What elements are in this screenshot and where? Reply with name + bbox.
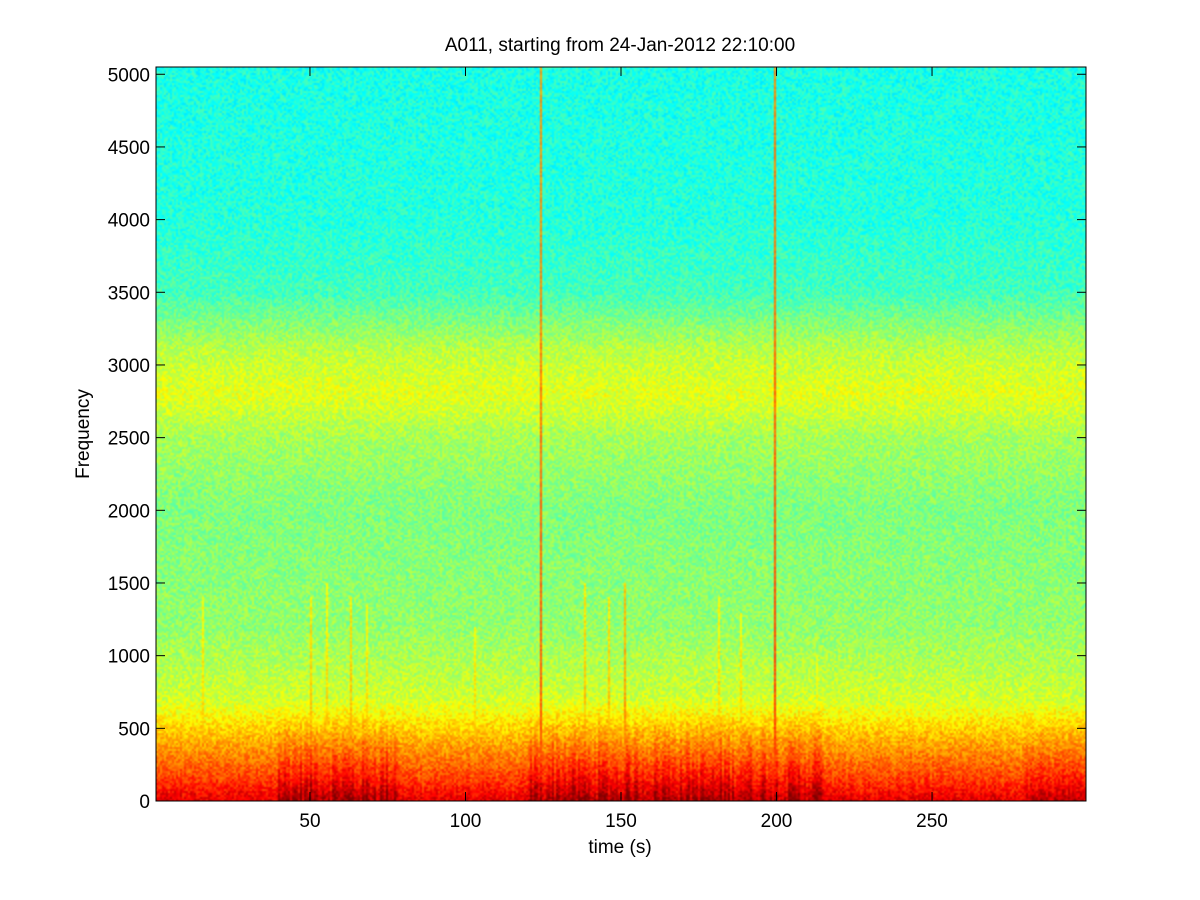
y-axis-label: Frequency xyxy=(73,389,94,479)
plot-area xyxy=(156,67,1086,801)
x-tick-label: 200 xyxy=(761,811,793,832)
y-tick-label: 5000 xyxy=(108,65,150,86)
y-tick-label: 0 xyxy=(139,792,150,813)
y-tick-label: 3500 xyxy=(108,283,150,304)
y-axis-ticks: 0 500 1000 1500 2000 2500 3000 3500 4000 4500 5000 xyxy=(108,65,1086,813)
y-tick-label: 4000 xyxy=(108,211,150,232)
y-tick-label: 1500 xyxy=(108,574,150,595)
x-tick-label: 150 xyxy=(605,811,637,832)
y-tick-label: 1000 xyxy=(108,647,150,668)
y-tick-label: 2000 xyxy=(108,501,150,522)
x-tick-label: 250 xyxy=(916,811,948,832)
spectrogram-heatmap xyxy=(156,67,1086,801)
x-tick-label: 50 xyxy=(299,811,320,832)
y-tick-label: 3000 xyxy=(108,356,150,377)
chart-title: A011, starting from 24-Jan-2012 22:10:00 xyxy=(445,35,795,56)
x-axis-ticks: 50 100 150 200 250 xyxy=(299,67,948,832)
x-tick-label: 100 xyxy=(450,811,482,832)
y-tick-label: 2500 xyxy=(108,429,150,450)
y-tick-label: 500 xyxy=(118,719,150,740)
y-tick-label: 4500 xyxy=(108,138,150,159)
x-axis-label: time (s) xyxy=(588,837,651,858)
